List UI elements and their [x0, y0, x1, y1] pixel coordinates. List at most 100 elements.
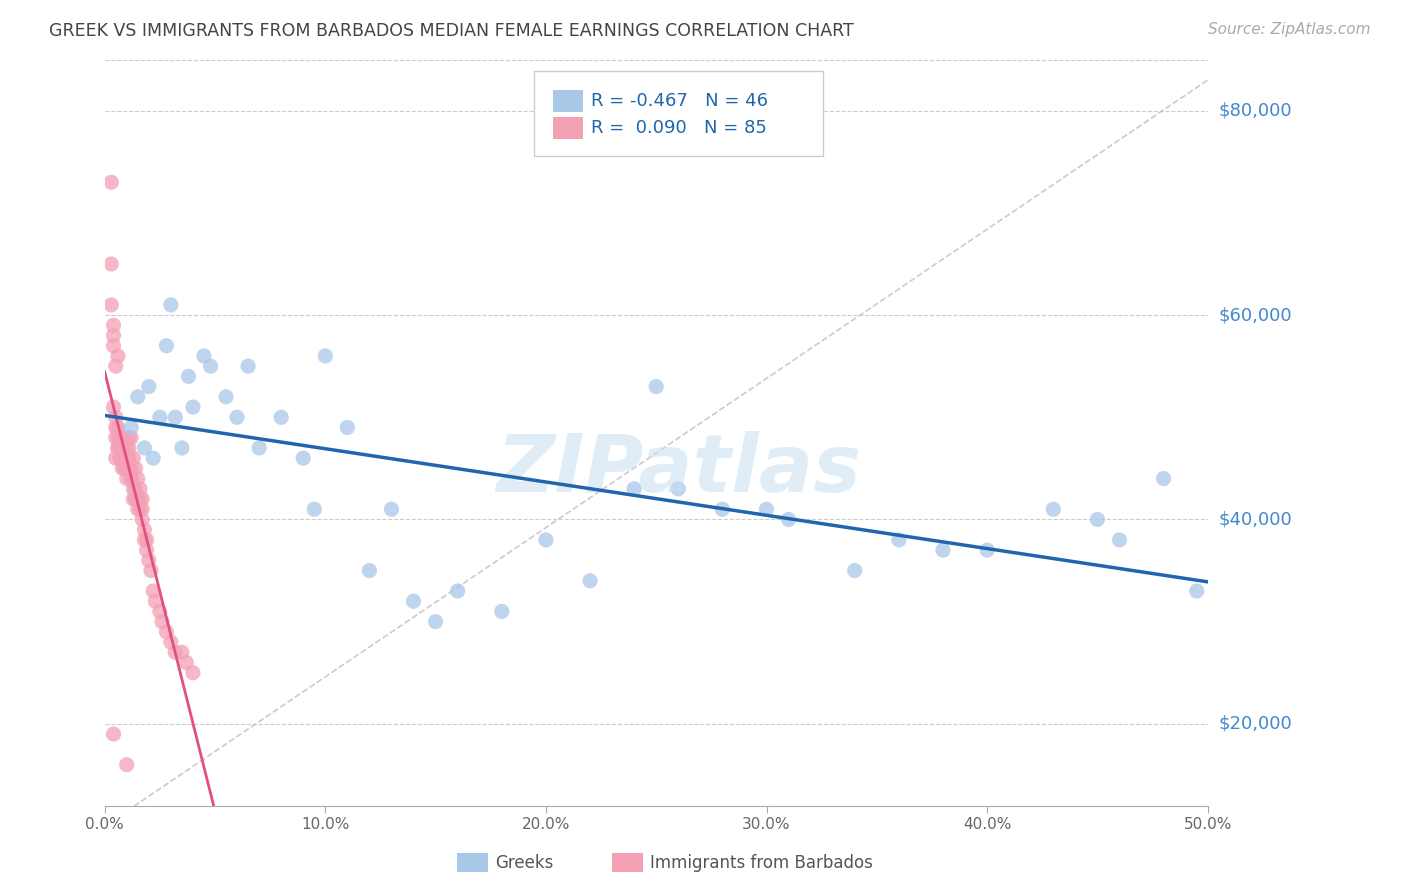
Point: [115, 757, 138, 772]
Point: [165, 645, 187, 659]
Point: [134, 523, 156, 537]
Point: [122, 482, 145, 496]
Point: [120, 472, 142, 486]
Point: [107, 431, 129, 445]
Point: [976, 543, 998, 558]
Point: [100, 298, 122, 312]
Point: [645, 379, 668, 393]
Point: [108, 441, 131, 455]
Point: [193, 349, 215, 363]
Point: [491, 604, 513, 618]
Point: [226, 410, 249, 425]
Point: [120, 461, 142, 475]
Point: [120, 420, 142, 434]
Point: [534, 533, 557, 547]
Point: [200, 359, 222, 374]
Point: [111, 451, 134, 466]
Point: [118, 451, 141, 466]
Point: [100, 175, 122, 189]
Point: [104, 359, 127, 374]
Point: [103, 400, 125, 414]
Point: [104, 451, 127, 466]
Point: [127, 390, 149, 404]
Point: [107, 420, 129, 434]
Point: [107, 441, 129, 455]
Point: [120, 431, 142, 445]
Point: [135, 543, 157, 558]
Point: [118, 461, 141, 475]
Point: [127, 502, 149, 516]
Point: [103, 339, 125, 353]
Point: [380, 502, 402, 516]
Point: [887, 533, 910, 547]
Point: [160, 635, 183, 649]
Point: [247, 441, 270, 455]
Point: [270, 410, 292, 425]
Point: [181, 665, 204, 680]
Point: [1185, 584, 1208, 599]
Point: [336, 420, 359, 434]
Point: [135, 533, 157, 547]
Point: [142, 451, 165, 466]
Text: $20,000: $20,000: [1219, 714, 1292, 733]
Point: [1108, 533, 1130, 547]
Point: [176, 656, 198, 670]
Point: [118, 451, 141, 466]
Point: [111, 431, 134, 445]
Point: [215, 390, 238, 404]
Point: [131, 502, 153, 516]
Point: [150, 615, 173, 629]
Point: [108, 431, 131, 445]
Point: [304, 502, 326, 516]
Point: [107, 441, 129, 455]
Point: [124, 461, 146, 475]
Point: [711, 502, 734, 516]
Text: R =  0.090   N = 85: R = 0.090 N = 85: [591, 119, 766, 136]
Point: [115, 451, 138, 466]
Point: [359, 564, 381, 578]
Point: [107, 349, 129, 363]
Point: [114, 461, 136, 475]
Point: [236, 359, 259, 374]
Point: [666, 482, 689, 496]
Point: [104, 431, 127, 445]
Point: [155, 624, 177, 639]
Point: [114, 451, 136, 466]
Point: [446, 584, 468, 599]
Text: $40,000: $40,000: [1219, 510, 1292, 528]
Text: Immigrants from Barbados: Immigrants from Barbados: [650, 855, 873, 872]
Point: [138, 379, 160, 393]
Point: [134, 441, 156, 455]
Point: [115, 472, 138, 486]
Point: [115, 441, 138, 455]
Point: [111, 431, 134, 445]
Point: [104, 420, 127, 434]
Point: [623, 482, 645, 496]
Point: [118, 441, 141, 455]
Point: [145, 594, 167, 608]
Point: [120, 472, 142, 486]
Point: [170, 645, 193, 659]
Point: [131, 512, 153, 526]
Point: [114, 441, 136, 455]
Point: [127, 472, 149, 486]
Point: [115, 451, 138, 466]
Point: [108, 451, 131, 466]
Point: [142, 584, 165, 599]
Point: [1153, 472, 1175, 486]
Text: Source: ZipAtlas.com: Source: ZipAtlas.com: [1208, 22, 1371, 37]
Point: [1087, 512, 1109, 526]
Point: [314, 349, 336, 363]
Point: [103, 328, 125, 343]
Point: [127, 491, 149, 506]
Point: [129, 482, 152, 496]
Point: [118, 431, 141, 445]
Point: [131, 491, 153, 506]
Point: [155, 339, 177, 353]
Point: [104, 410, 127, 425]
Point: [932, 543, 955, 558]
Point: [425, 615, 447, 629]
Point: [149, 410, 172, 425]
Point: [114, 441, 136, 455]
Point: [111, 441, 134, 455]
